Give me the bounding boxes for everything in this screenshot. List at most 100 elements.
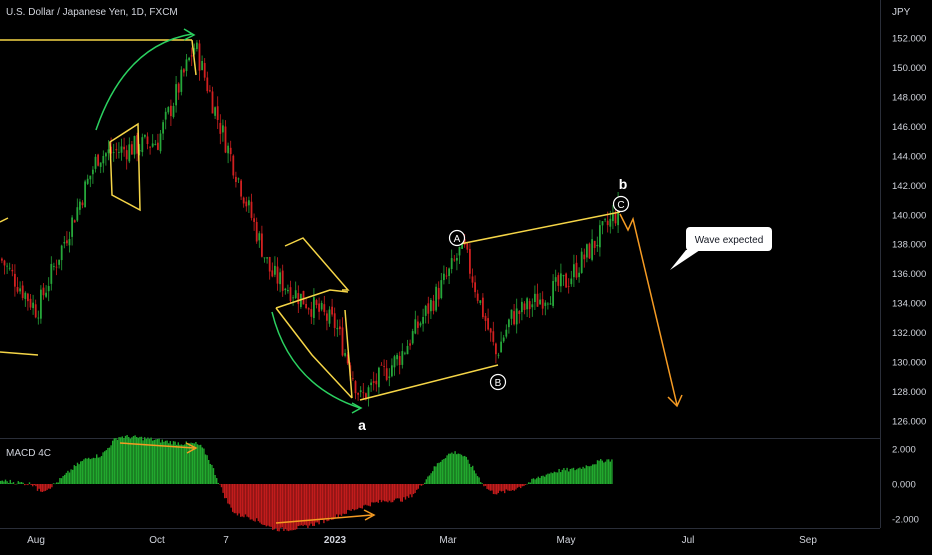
macd-bar: [532, 478, 535, 484]
macd-bar: [537, 476, 539, 484]
candle-body: [612, 212, 614, 222]
macd-bar: [371, 484, 373, 503]
macd-bar: [176, 444, 178, 484]
candle-body: [445, 275, 448, 277]
wave-circle-B[interactable]: B: [489, 373, 507, 391]
macd-bar: [161, 439, 163, 484]
candle-body: [297, 293, 300, 305]
macd-bar: [492, 484, 495, 495]
price-unit-label: JPY: [892, 7, 911, 18]
macd-bar: [340, 484, 343, 516]
candle-body: [466, 243, 469, 250]
macd-bar: [561, 469, 563, 484]
macd-divergence-bottom[interactable]: [275, 514, 373, 524]
macd-bar: [419, 484, 421, 486]
candle-body: [500, 341, 502, 353]
macd-bar: [481, 483, 483, 484]
candle-body: [211, 91, 214, 114]
candle-body: [170, 105, 172, 117]
macd-bar: [438, 462, 440, 484]
macd-bar: [489, 484, 491, 491]
macd-bar: [304, 484, 306, 525]
macd-bar: [456, 454, 458, 484]
macd-bar: [68, 472, 71, 484]
macd-bar: [534, 479, 536, 484]
projection-path[interactable]: [619, 213, 678, 406]
macd-divergence-top[interactable]: [119, 442, 195, 449]
macd-bar: [259, 484, 261, 523]
macd-divergence-top-head: [185, 442, 198, 454]
candle-body: [274, 265, 276, 275]
candle-body: [307, 308, 310, 310]
macd-bar: [545, 474, 547, 484]
upper-channel-line[interactable]: [459, 211, 621, 245]
macd-bar: [337, 484, 339, 518]
macd-bar: [75, 466, 77, 484]
wedge-bottom[interactable]: [275, 307, 353, 399]
candle-body: [16, 286, 19, 292]
candle-body: [580, 251, 583, 273]
candle-body: [365, 393, 367, 400]
candle-body: [375, 380, 378, 385]
macd-tick-label: 2.000: [892, 445, 916, 456]
macd-axis[interactable]: 2.000 0.000 -2.000: [892, 445, 919, 526]
candle-body: [396, 354, 398, 360]
wave-circle-A[interactable]: A: [448, 229, 466, 247]
price-axis[interactable]: 152.000 150.000 148.000 146.000 144.000 142.0…: [892, 34, 926, 428]
candle-body: [258, 233, 261, 241]
candle-body: [229, 147, 232, 155]
wedge-top[interactable]: [284, 237, 350, 291]
macd-bar: [384, 484, 386, 502]
macd-bar: [579, 467, 581, 484]
left-edge-line[interactable]: [0, 217, 9, 223]
candle-body: [125, 150, 128, 160]
candle-body: [63, 242, 66, 244]
wedge-close[interactable]: [344, 309, 353, 399]
macd-bar: [179, 444, 181, 484]
macd-bar: [544, 476, 546, 484]
macd-bar: [408, 484, 410, 498]
wave-expected-callout[interactable]: Wave expected: [670, 227, 772, 270]
candle-body: [474, 282, 476, 293]
macd-bar: [585, 465, 587, 484]
macd-bar: [171, 444, 173, 484]
symbol-title: U.S. Dollar / Japanese Yen, 1D, FXCM: [6, 7, 178, 18]
candle-body: [424, 305, 427, 316]
candle-body: [131, 144, 133, 155]
macd-bar: [121, 436, 123, 484]
macd-bar: [424, 482, 426, 484]
wedge-mid[interactable]: [275, 289, 349, 309]
time-axis[interactable]: Aug Oct 7 2023 Mar May Jul Sep: [27, 535, 817, 546]
macd-bar: [427, 476, 429, 484]
macd-bar: [576, 469, 578, 484]
macd-bar: [468, 463, 471, 484]
wave-label-a[interactable]: a: [358, 417, 366, 433]
macd-bar: [462, 456, 464, 484]
wave-label-b[interactable]: b: [619, 176, 628, 192]
macd-bar: [385, 484, 387, 502]
candle-body: [97, 154, 99, 166]
wave-circle-C[interactable]: C: [612, 195, 630, 213]
macd-bar: [86, 458, 88, 484]
macd-bar: [444, 458, 447, 484]
candle-body: [92, 169, 94, 175]
flag-pattern[interactable]: [109, 122, 141, 212]
macd-bar: [65, 472, 67, 484]
macd-bar: [312, 484, 314, 526]
candle-body: [105, 153, 107, 157]
macd-bar: [508, 484, 511, 491]
candle-body: [362, 392, 365, 394]
macd-bar: [403, 484, 405, 498]
green-arc-bottom[interactable]: [271, 311, 361, 409]
macd-bar: [366, 484, 368, 506]
top-trendline-drop[interactable]: [191, 39, 197, 76]
macd-bar: [497, 484, 499, 494]
lower-channel-line[interactable]: [359, 364, 499, 401]
macd-bar: [126, 435, 128, 484]
candle-body: [435, 286, 437, 311]
candle-body: [8, 267, 11, 269]
macd-bar: [228, 484, 231, 505]
green-arc-top[interactable]: [95, 33, 193, 131]
left-support-line[interactable]: [0, 351, 39, 356]
